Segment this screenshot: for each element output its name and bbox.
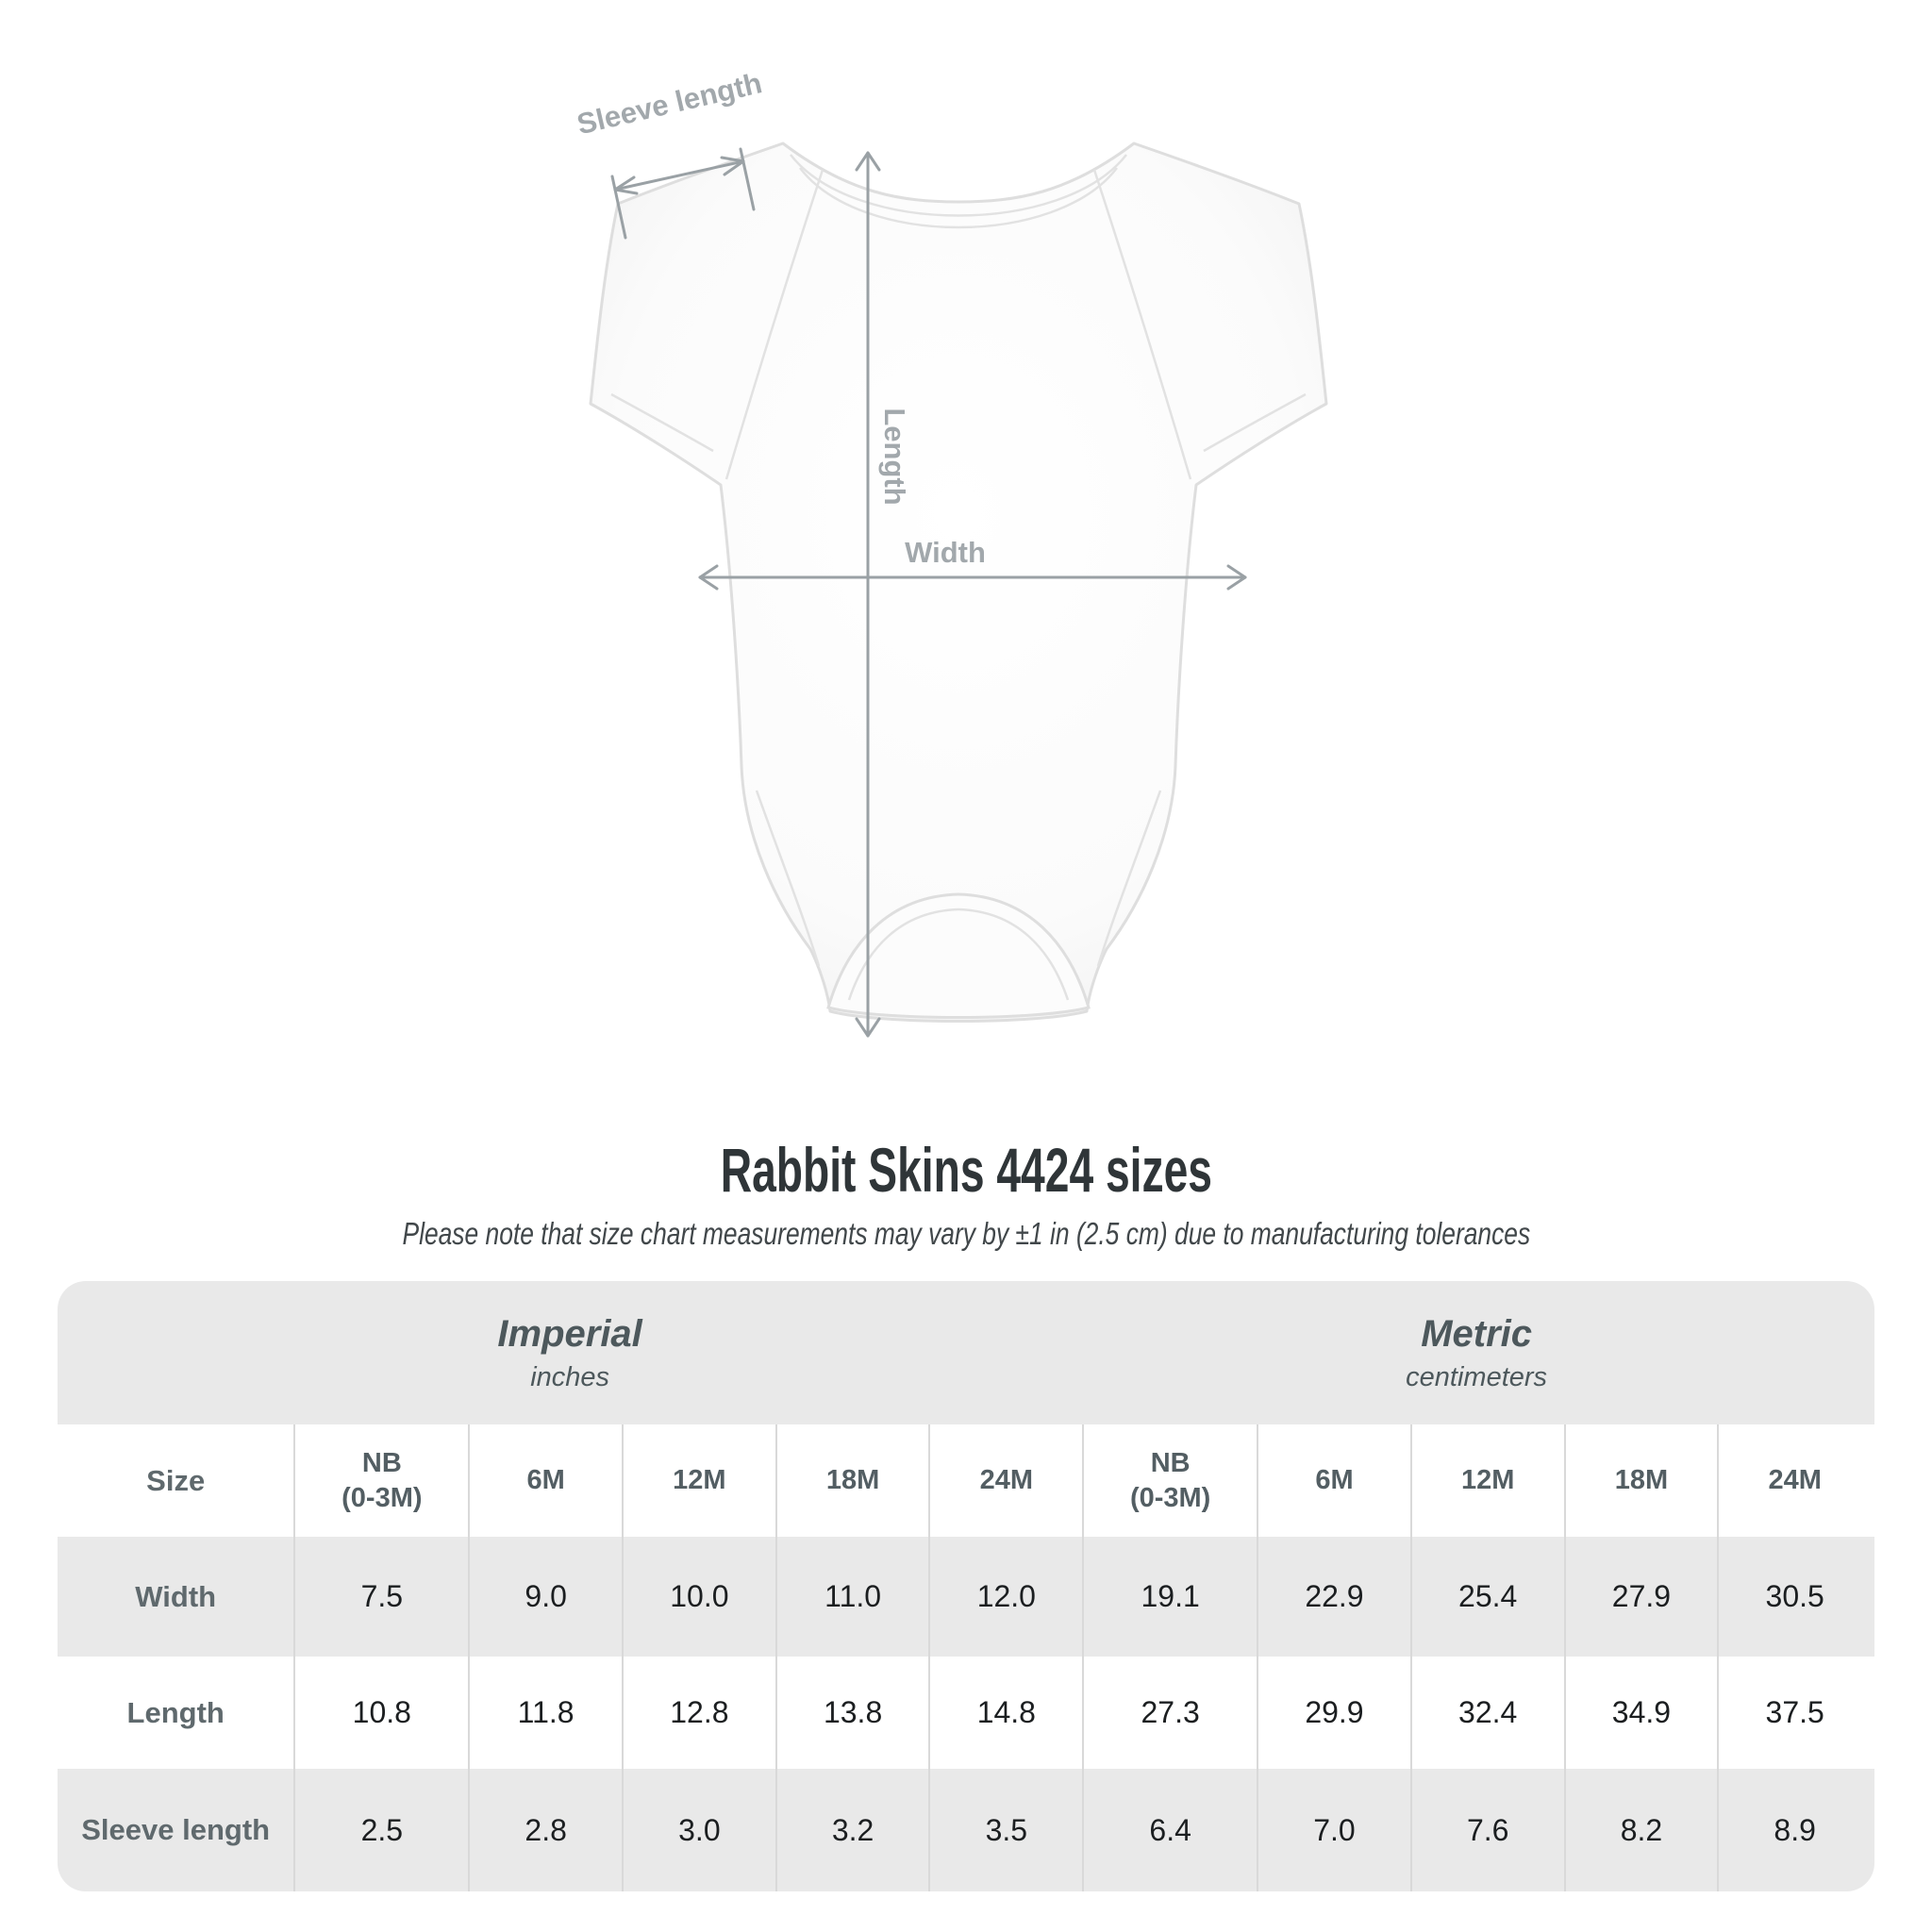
- width-metric-24m: 30.5: [1717, 1537, 1871, 1657]
- width-imperial-18m: 11.0: [774, 1537, 929, 1657]
- right-leg-binding: [1096, 790, 1162, 967]
- left-leg-binding: [755, 790, 821, 967]
- imperial-unit-label: inches: [530, 1361, 610, 1392]
- table-row-width: Width 7.5 9.0 10.0 11.0 12.0 19.1 22.9 2…: [58, 1537, 1874, 1657]
- length-metric-12m: 32.4: [1409, 1657, 1564, 1769]
- width-measure: Width: [698, 536, 1247, 591]
- sleeve-imperial-18m: 3.2: [774, 1769, 929, 1891]
- length-imperial-18m: 13.8: [774, 1657, 929, 1769]
- length-imperial-12m: 12.8: [622, 1657, 775, 1769]
- sleeve-imperial-24m: 3.5: [928, 1769, 1082, 1891]
- column-header-metric-6m: 6M: [1257, 1424, 1410, 1537]
- collar-rib-line: [799, 167, 1118, 229]
- table-row-sleeve-length: Sleeve length 2.5 2.8 3.0 3.2 3.5 6.4 7.…: [58, 1769, 1874, 1891]
- width-metric-12m: 25.4: [1409, 1537, 1564, 1657]
- sleeve-arrowhead-right: [720, 156, 745, 176]
- onesie-body: [589, 142, 1328, 1023]
- size-column-header: Size: [146, 1463, 206, 1497]
- onesie-measurement-diagram: Length Width Sleeve length: [574, 66, 1328, 1038]
- sleeve-metric-24m: 8.9: [1717, 1769, 1871, 1891]
- collar-band-line: [790, 154, 1127, 217]
- width-arrowhead-right: [1226, 564, 1247, 591]
- width-imperial-12m: 10.0: [622, 1537, 775, 1657]
- width-imperial-6m: 9.0: [468, 1537, 622, 1657]
- length-arrowhead-bottom: [855, 1017, 881, 1038]
- left-sleeve-hem: [610, 392, 714, 453]
- sleeve-imperial-nb: 2.5: [293, 1769, 468, 1891]
- width-metric-6m: 22.9: [1257, 1537, 1410, 1657]
- row-label-length: Length: [126, 1695, 225, 1729]
- column-header-imperial-18m: 18M: [774, 1424, 929, 1537]
- sleeve-imperial-6m: 2.8: [468, 1769, 622, 1891]
- page-subtitle-text: Please note that size chart measurements…: [402, 1216, 1530, 1251]
- imperial-label: Imperial: [497, 1312, 642, 1355]
- onesie-illustration: [589, 142, 1328, 1023]
- sleeve-extension-tick-right: [739, 147, 756, 211]
- column-header-row: Size NB (0-3M) 6M 12M 18M 24M NB (0-3M) …: [58, 1424, 1874, 1537]
- width-imperial-nb: 7.5: [293, 1537, 468, 1657]
- sleeve-metric-6m: 7.0: [1257, 1769, 1410, 1891]
- page-title: Rabbit Skins 4424 sizes: [0, 1134, 1932, 1206]
- length-imperial-6m: 11.8: [468, 1657, 622, 1769]
- column-header-metric-24m: 24M: [1717, 1424, 1871, 1537]
- length-imperial-24m: 14.8: [928, 1657, 1082, 1769]
- sleeve-metric-12m: 7.6: [1409, 1769, 1564, 1891]
- length-arrowhead-top: [855, 151, 881, 172]
- length-metric-nb: 27.3: [1082, 1657, 1257, 1769]
- row-label-width: Width: [135, 1579, 217, 1613]
- metric-label: Metric: [1421, 1312, 1533, 1355]
- right-sleeve-hem: [1203, 392, 1307, 453]
- length-label: Length: [878, 408, 911, 505]
- width-imperial-24m: 12.0: [928, 1537, 1082, 1657]
- column-header-metric-nb: NB (0-3M): [1082, 1424, 1257, 1537]
- sleeve-metric-18m: 8.2: [1563, 1769, 1718, 1891]
- width-arrowhead-left: [698, 564, 719, 591]
- length-imperial-nb: 10.8: [293, 1657, 468, 1769]
- width-label: Width: [905, 536, 986, 569]
- page-subtitle: Please note that size chart measurements…: [0, 1216, 1932, 1252]
- column-header-imperial-nb: NB (0-3M): [293, 1424, 468, 1537]
- row-label-sleeve-length: Sleeve length: [81, 1813, 271, 1846]
- page-title-text: Rabbit Skins 4424 sizes: [720, 1135, 1212, 1205]
- column-header-imperial-24m: 24M: [928, 1424, 1082, 1537]
- length-metric-24m: 37.5: [1717, 1657, 1871, 1769]
- column-header-metric-12m: 12M: [1409, 1424, 1564, 1537]
- column-header-imperial-6m: 6M: [468, 1424, 622, 1537]
- table-row-length: Length 10.8 11.8 12.8 13.8 14.8 27.3 29.…: [58, 1657, 1874, 1769]
- width-metric-nb: 19.1: [1082, 1537, 1257, 1657]
- crotch-flap-trim: [847, 908, 1070, 1001]
- sleeve-arrowhead-left: [613, 175, 639, 195]
- column-header-metric-18m: 18M: [1563, 1424, 1718, 1537]
- metric-unit-label: centimeters: [1406, 1361, 1548, 1392]
- sleeve-extension-tick-left: [610, 175, 627, 240]
- length-metric-6m: 29.9: [1257, 1657, 1410, 1769]
- size-chart-table: Imperial inches Metric centimeters Size …: [58, 1281, 1874, 1891]
- left-flap-seam: [724, 169, 824, 480]
- width-metric-18m: 27.9: [1563, 1537, 1718, 1657]
- column-header-imperial-12m: 12M: [622, 1424, 775, 1537]
- sleeve-imperial-12m: 3.0: [622, 1769, 775, 1891]
- imperial-group-header: Imperial inches: [58, 1281, 1082, 1424]
- metric-group-header: Metric centimeters: [1082, 1281, 1871, 1424]
- length-measure: Length: [855, 151, 911, 1038]
- right-flap-seam: [1092, 169, 1192, 480]
- sleeve-length-label: Sleeve length: [574, 66, 765, 141]
- unit-group-band: Imperial inches Metric centimeters: [58, 1281, 1874, 1424]
- sleeve-metric-nb: 6.4: [1082, 1769, 1257, 1891]
- crotch-flap: [826, 892, 1091, 1019]
- sleeve-arrow-line: [613, 159, 745, 192]
- length-metric-18m: 34.9: [1563, 1657, 1718, 1769]
